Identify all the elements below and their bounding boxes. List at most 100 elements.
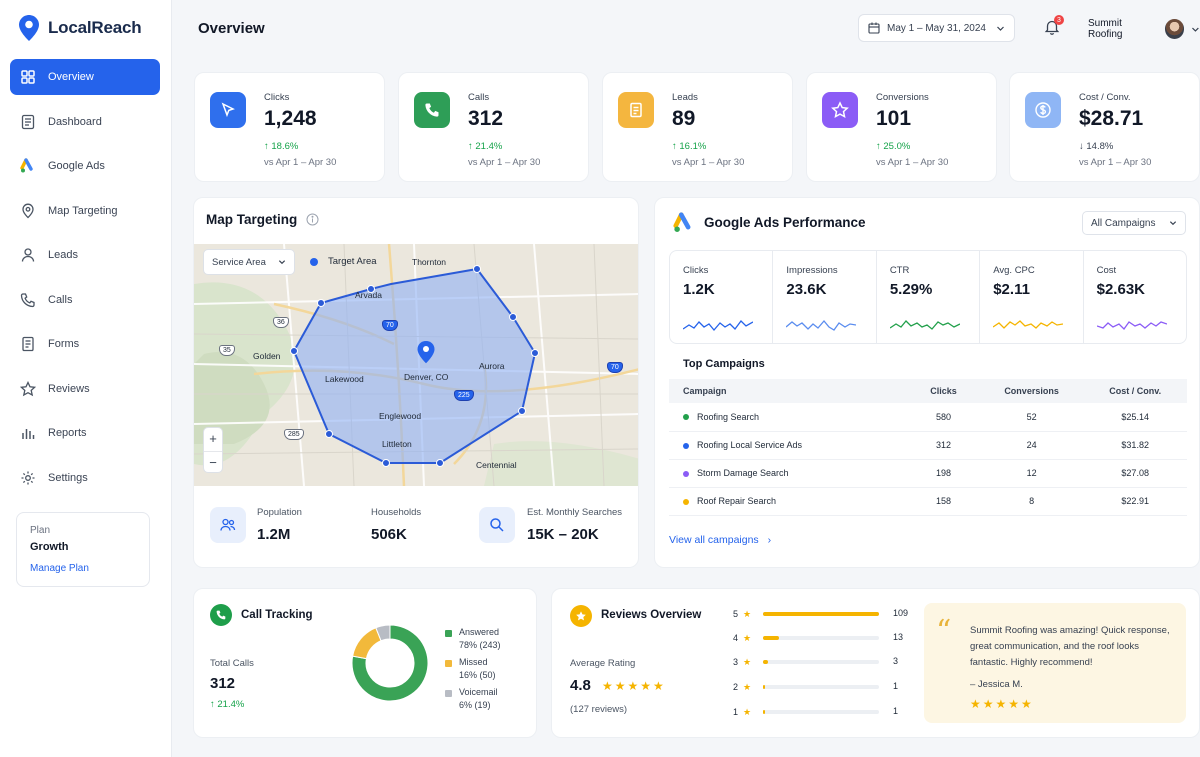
column-header[interactable]: Cost / Conv. [1083,379,1187,403]
chevron-down-icon [997,26,1004,31]
average-rating-stars: ★★★★★ [602,679,666,693]
plan-name: Growth [30,541,69,553]
info-icon[interactable] [306,213,319,226]
cost-cell: $31.82 [1083,431,1187,460]
table-row[interactable]: Storm Damage Search 198 12 $27.08 [669,459,1187,488]
kpi-icon-box [1025,92,1061,128]
sidebar-nav: Overview Dashboard Google Ads Map Target… [10,59,160,504]
metric-value: 1.2K [683,281,715,298]
place-label: Thornton [412,257,447,267]
sidebar-item-map-targeting[interactable]: Map Targeting [10,193,160,229]
missed-legend-swatch [445,660,452,667]
page-title: Overview [198,20,265,37]
answered-legend: Answered 78% (243) [459,626,501,652]
campaign-name: Roofing Search [697,411,760,422]
metric-impressions[interactable]: Impressions 23.6K [773,251,877,343]
metric-label: Cost [1096,265,1117,276]
voicemail-legend: Voicemail 6% (19) [459,686,498,712]
kpi-change-value: 21.4% [475,141,503,152]
total-calls-change-value: 21.4% [217,699,245,710]
campaign-color-dot [683,498,689,505]
kpi-label: Calls [468,92,490,103]
zoom-in-button[interactable]: + [209,431,217,446]
quote-icon: “ [936,614,952,649]
kpi-change-value: 25.0% [883,141,911,152]
rating-bar-fill [763,660,768,664]
kpi-card-cost-per-conversion[interactable]: Cost / Conv. $28.71 ↓ 14.8% vs Apr 1 – A… [1009,72,1200,182]
sidebar-item-reviews[interactable]: Reviews [10,371,160,407]
metric-ctr[interactable]: CTR 5.29% [877,251,981,343]
campaign-name-cell: Roofing Local Service Ads [669,431,908,460]
table-row[interactable]: Roofing Local Service Ads 312 24 $31.82 [669,431,1187,460]
voicemail-legend-swatch [445,690,452,697]
manage-plan-link[interactable]: Manage Plan [30,563,89,574]
donut-slice-missed[interactable] [352,627,382,660]
sidebar-item-settings[interactable]: Settings [10,460,160,496]
rating-count: 1 [893,706,899,716]
date-range-picker[interactable]: May 1 – May 31, 2024 [858,14,1015,42]
table-row[interactable]: Roofing Search 580 52 $25.14 [669,403,1187,432]
donut-slice-voicemail[interactable] [375,624,391,642]
notification-badge: 3 [1054,15,1064,25]
rating-bar-fill [763,710,765,714]
total-calls-change: ↑ 21.4% [210,699,244,710]
sidebar-item-leads[interactable]: Leads [10,237,160,273]
clicks-cell: 312 [907,431,980,460]
sidebar-item-dashboard[interactable]: Dashboard [10,104,160,140]
kpi-icon-box [822,92,858,128]
cursor-icon [221,102,235,118]
view-all-campaigns-link[interactable]: View all campaigns › [669,534,771,546]
stat-value: 1.2M [257,526,291,543]
zoom-out-button[interactable]: − [204,451,222,474]
user-menu[interactable]: Summit Roofing [1088,18,1200,40]
brand[interactable]: LocalReach [18,14,142,42]
phone-icon [216,610,226,620]
place-label: Denver, CO [404,372,449,382]
sidebar-item-google-ads[interactable]: Google Ads [10,148,160,184]
column-header[interactable]: Conversions [979,379,1084,403]
google-ads-performance-title: Google Ads Performance [704,215,866,230]
star-icon [576,611,586,621]
highway-shield: 225 [454,390,474,401]
campaigns-table: Campaign Clicks Conversions Cost / Conv.… [669,379,1187,516]
sidebar-item-calls[interactable]: Calls [10,282,160,318]
sidebar-item-overview[interactable]: Overview [10,59,160,95]
voicemail-detail: 6% (19) [459,700,491,710]
highway-shield: 35 [219,345,235,356]
place-label: Golden [253,351,281,361]
sidebar-item-label: Map Targeting [48,204,118,217]
kpi-card-calls[interactable]: Calls 312 ↑ 21.4% vs Apr 1 – Apr 30 [398,72,589,182]
google-ads-performance-card: Google Ads Performance All Campaigns Cli… [654,197,1200,568]
kpi-card-clicks[interactable]: Clicks 1,248 ↑ 18.6% vs Apr 1 – Apr 30 [194,72,385,182]
campaign-filter-select[interactable]: All Campaigns [1082,211,1186,235]
answered-label: Answered [459,627,500,637]
sidebar-item-label: Overview [48,71,94,83]
sidebar-item-forms[interactable]: Forms [10,326,160,362]
metric-avg-cpc[interactable]: Avg. CPC $2.11 [980,251,1084,343]
missed-label: Missed [459,657,488,667]
column-header[interactable]: Clicks [907,379,980,403]
kpi-icon-box [210,92,246,128]
highway-shield: 70 [607,362,623,373]
metric-cost[interactable]: Cost $2.63K [1084,251,1186,343]
metric-clicks[interactable]: Clicks 1.2K [670,251,774,343]
chevron-down-icon [1192,27,1199,32]
table-row[interactable]: Roof Repair Search 158 8 $22.91 [669,487,1187,516]
people-icon [220,518,236,531]
location-marker-icon [417,341,435,364]
campaign-name: Roofing Local Service Ads [697,440,803,450]
donut-slice-answered[interactable] [351,624,429,702]
rating-count: 109 [893,608,909,618]
sidebar-item-label: Reviews [48,382,90,395]
arrow-up-icon: ↑ [468,141,476,152]
kpi-card-leads[interactable]: Leads 89 ↑ 16.1% vs Apr 1 – Apr 30 [602,72,793,182]
star-icon: ★ [743,706,752,717]
column-header[interactable]: Campaign [669,379,908,403]
kpi-card-conversions[interactable]: Conversions 101 ↑ 25.0% vs Apr 1 – Apr 3… [806,72,997,182]
voicemail-label: Voicemail [459,687,498,697]
sidebar-item-reports[interactable]: Reports [10,415,160,451]
service-area-select[interactable]: Service Area [203,249,295,275]
stat-label: Population [257,507,302,518]
kpi-change-value: 14.8% [1086,141,1114,152]
map-view[interactable]: Service Area Target Area Thornton Arvada… [194,244,638,486]
